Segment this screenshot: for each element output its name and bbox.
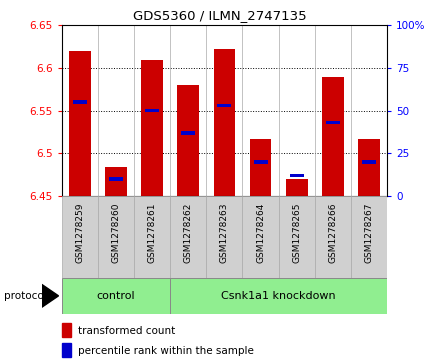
Bar	[62, 278, 170, 314]
Bar	[62, 196, 98, 278]
Bar	[326, 121, 340, 125]
Bar	[109, 177, 123, 181]
Text: protocol: protocol	[4, 291, 47, 301]
Text: GSM1278260: GSM1278260	[111, 203, 121, 263]
Bar	[250, 139, 271, 196]
Bar	[213, 49, 235, 196]
Bar	[358, 139, 380, 196]
Text: GSM1278265: GSM1278265	[292, 203, 301, 263]
Text: GSM1278264: GSM1278264	[256, 203, 265, 263]
Bar	[62, 343, 71, 357]
Bar	[206, 196, 242, 278]
Bar	[177, 85, 199, 196]
Bar	[170, 278, 387, 314]
Bar	[351, 196, 387, 278]
Text: GSM1278263: GSM1278263	[220, 203, 229, 263]
Text: GSM1278262: GSM1278262	[184, 203, 193, 263]
Bar	[134, 196, 170, 278]
Bar	[315, 196, 351, 278]
Text: Csnk1a1 knockdown: Csnk1a1 knockdown	[221, 291, 336, 301]
Bar	[73, 101, 87, 104]
Bar	[290, 174, 304, 177]
Text: transformed count: transformed count	[78, 326, 175, 336]
Bar	[98, 196, 134, 278]
Text: percentile rank within the sample: percentile rank within the sample	[78, 346, 254, 356]
Text: GSM1278266: GSM1278266	[328, 203, 337, 263]
Bar	[105, 167, 127, 196]
Bar	[362, 160, 376, 164]
Text: GDS5360 / ILMN_2747135: GDS5360 / ILMN_2747135	[133, 9, 307, 22]
Bar	[170, 196, 206, 278]
Bar	[181, 131, 195, 135]
Bar	[279, 196, 315, 278]
Bar	[62, 323, 71, 338]
Bar	[69, 51, 91, 196]
Bar	[253, 160, 268, 164]
Bar	[145, 109, 159, 113]
Bar	[322, 77, 344, 196]
Text: GSM1278267: GSM1278267	[365, 203, 374, 263]
Bar	[141, 60, 163, 196]
Bar	[217, 104, 231, 107]
Bar	[242, 196, 279, 278]
Text: GSM1278261: GSM1278261	[147, 203, 157, 263]
Bar	[286, 179, 308, 196]
Text: control: control	[96, 291, 135, 301]
Text: GSM1278259: GSM1278259	[75, 203, 84, 263]
Polygon shape	[42, 285, 59, 307]
